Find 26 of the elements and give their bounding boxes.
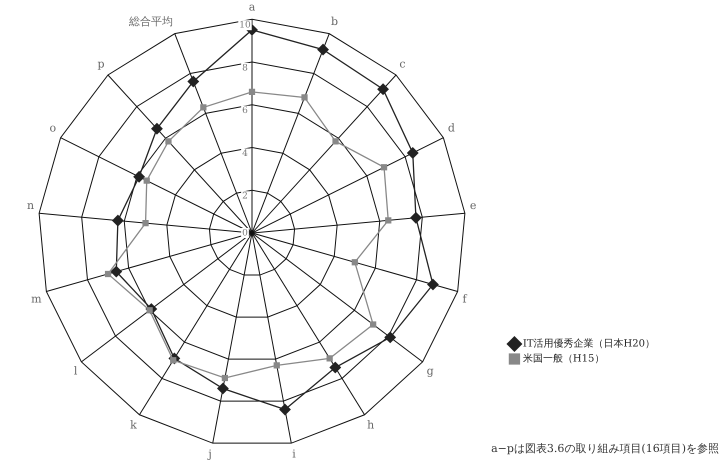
y-tick-label: 8 [242,63,248,74]
spoke-label: l [74,364,78,378]
spoke-label: 総合平均 [128,15,173,28]
y-tick-label: 0 [242,228,248,238]
spoke-label: j [206,448,212,461]
spoke-label: c [399,58,406,71]
spoke-label: o [50,122,57,135]
y-tick-label: 2 [242,192,248,202]
spoke-label: k [130,418,138,432]
spoke-label: b [331,15,338,28]
spoke-label: m [31,292,42,306]
spoke-label: d [448,122,455,135]
legend-label: IT活用優秀企業（日本H20） [522,338,656,350]
y-tick-label: 4 [242,148,248,159]
spoke-label: p [98,58,105,71]
spoke-label: h [367,418,374,432]
spoke-label: i [292,448,296,461]
spoke-label: g [426,364,434,378]
legend-label: 米国一般（H15） [522,352,604,365]
spoke-label: n [27,199,34,212]
y-tick-label: 10 [239,20,251,31]
text: a−pは図表3.6の取り組み項目(16項目)を参照 [491,441,719,456]
y-tick-label: 6 [242,106,248,116]
spoke-label: a [248,0,256,14]
spoke-label: f [462,292,468,306]
spoke-label: e [470,199,476,212]
